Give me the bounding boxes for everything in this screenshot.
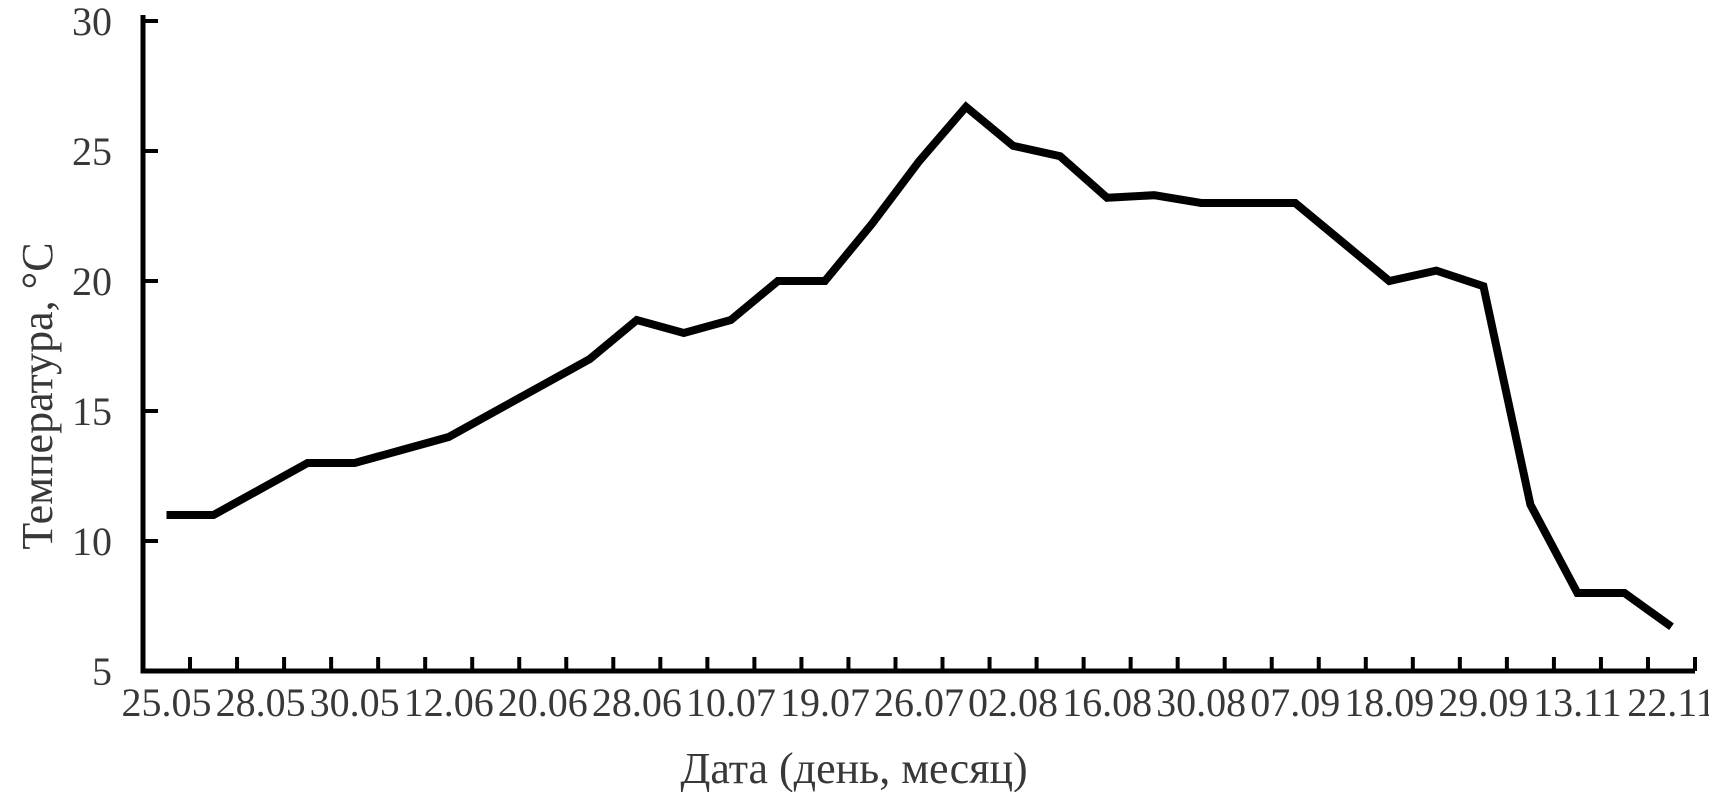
x-tick-label: 02.08 bbox=[968, 680, 1058, 725]
ticks-layer bbox=[143, 19, 1697, 671]
x-tick-label: 19.07 bbox=[780, 680, 870, 725]
x-tick-label: 30.05 bbox=[310, 680, 400, 725]
y-axis-title: Температура, °С bbox=[13, 242, 62, 549]
x-axis-title: Дата (день, месяц) bbox=[680, 744, 1027, 792]
temperature-series-line bbox=[166, 101, 1674, 631]
x-tick-label: 12.06 bbox=[404, 680, 494, 725]
y-tick-label: 25 bbox=[72, 129, 112, 174]
y-tick-label: 10 bbox=[72, 519, 112, 564]
x-tick-label: 28.06 bbox=[592, 680, 682, 725]
x-tick-label: 13.11 bbox=[1533, 680, 1622, 725]
y-tick-label: 30 bbox=[72, 0, 112, 44]
x-tick-label: 29.09 bbox=[1438, 680, 1528, 725]
y-tick-label: 20 bbox=[72, 259, 112, 304]
x-tick-label: 07.09 bbox=[1250, 680, 1340, 725]
tick-labels-layer: 25.05 28.05 30.05 12.06 20.06 28.06 10.07 19.07… bbox=[72, 0, 1709, 725]
x-tick-label: 10.07 bbox=[686, 680, 776, 725]
x-tick-label: 20.06 bbox=[498, 680, 588, 725]
x-tick-label: 25.05 bbox=[122, 680, 212, 725]
x-tick-label: 30.08 bbox=[1156, 680, 1246, 725]
x-tick-label: 22.11 bbox=[1627, 680, 1709, 725]
y-tick-label: 5 bbox=[92, 649, 112, 694]
y-tick-label: 15 bbox=[72, 389, 112, 434]
x-tick-label: 28.05 bbox=[216, 680, 306, 725]
axes-lines bbox=[140, 15, 1695, 674]
x-tick-label: 26.07 bbox=[874, 680, 964, 725]
x-tick-label: 16.08 bbox=[1062, 680, 1152, 725]
x-tick-label: 18.09 bbox=[1344, 680, 1434, 725]
